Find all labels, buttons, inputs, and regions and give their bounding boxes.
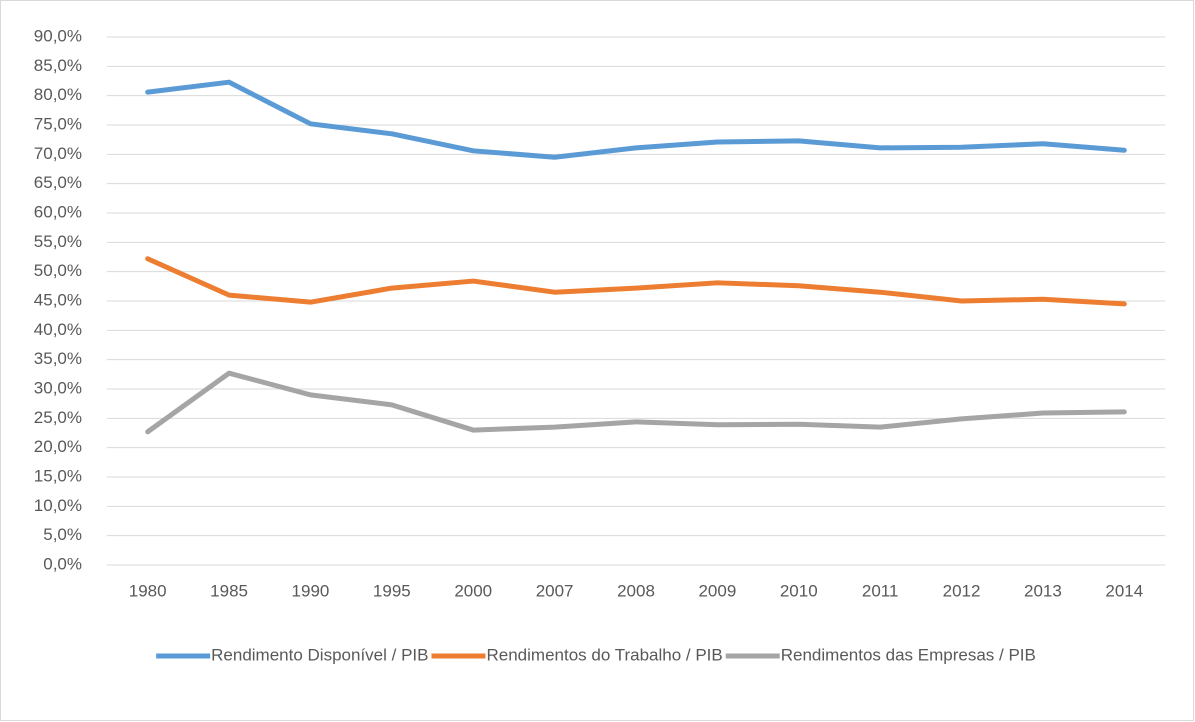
x-tick-label: 2007 bbox=[536, 581, 574, 600]
x-tick-label: 1990 bbox=[292, 581, 330, 600]
y-tick-label: 50,0% bbox=[34, 261, 82, 280]
x-tick-label: 2013 bbox=[1024, 581, 1062, 600]
y-tick-label: 75,0% bbox=[34, 114, 82, 133]
series-line bbox=[145, 370, 1127, 435]
y-tick-label: 85,0% bbox=[34, 56, 82, 75]
y-tick-label: 45,0% bbox=[34, 290, 82, 309]
y-tick-label: 10,0% bbox=[34, 496, 82, 515]
y-tick-label: 55,0% bbox=[34, 232, 82, 251]
y-tick-label: 40,0% bbox=[34, 320, 82, 339]
series-line bbox=[145, 79, 1127, 160]
legend-label: Rendimentos do Trabalho / PIB bbox=[486, 645, 722, 664]
y-tick-label: 70,0% bbox=[34, 144, 82, 163]
y-tick-label: 20,0% bbox=[34, 437, 82, 456]
y-tick-label: 5,0% bbox=[43, 525, 82, 544]
x-tick-label: 2009 bbox=[698, 581, 736, 600]
x-tick-label: 2012 bbox=[943, 581, 981, 600]
y-tick-label: 65,0% bbox=[34, 173, 82, 192]
x-tick-label: 1980 bbox=[129, 581, 167, 600]
y-tick-label: 80,0% bbox=[34, 85, 82, 104]
y-tick-label: 0,0% bbox=[43, 554, 82, 573]
x-tick-label: 2014 bbox=[1105, 581, 1143, 600]
x-tick-label: 2000 bbox=[454, 581, 492, 600]
x-tick-label: 2010 bbox=[780, 581, 818, 600]
legend-label: Rendimento Disponível / PIB bbox=[211, 645, 428, 664]
x-tick-label: 1985 bbox=[210, 581, 248, 600]
y-tick-label: 30,0% bbox=[34, 378, 82, 397]
x-tick-label: 2011 bbox=[862, 581, 899, 600]
y-tick-label: 90,0% bbox=[34, 26, 82, 45]
y-tick-label: 60,0% bbox=[34, 202, 82, 221]
legend-label: Rendimentos das Empresas / PIB bbox=[781, 645, 1036, 664]
x-tick-label: 1995 bbox=[373, 581, 411, 600]
series-line bbox=[145, 256, 1127, 307]
x-tick-label: 2008 bbox=[617, 581, 655, 600]
y-tick-label: 15,0% bbox=[34, 466, 82, 485]
y-tick-label: 35,0% bbox=[34, 349, 82, 368]
y-tick-label: 25,0% bbox=[34, 408, 82, 427]
